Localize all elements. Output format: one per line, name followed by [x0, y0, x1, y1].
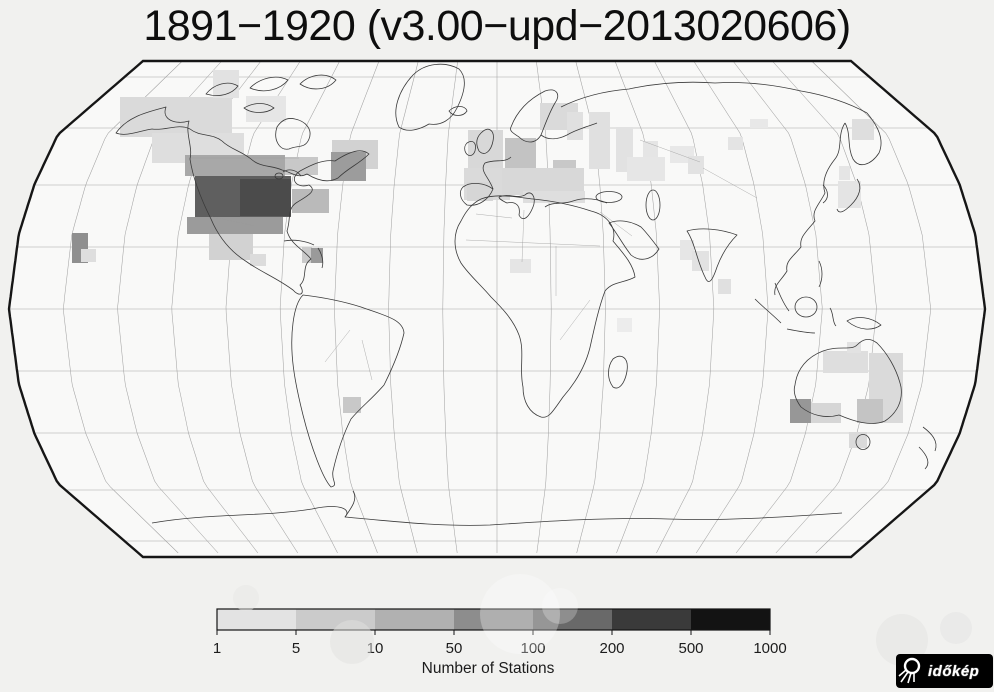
grid-cell — [468, 130, 503, 170]
grid-cell — [680, 240, 694, 260]
grid-cell — [790, 399, 811, 423]
colorbar-frame — [216, 608, 771, 631]
grid-cell — [187, 217, 283, 234]
grid-cell — [839, 166, 850, 180]
grid-cell — [567, 112, 583, 140]
grid-cell — [849, 432, 867, 448]
colorbar-segment — [533, 609, 613, 630]
grid-cell — [185, 155, 285, 176]
colorbar-segment — [454, 609, 534, 630]
grid-cell — [692, 251, 709, 271]
grid-cell — [240, 179, 291, 216]
grid-cell — [728, 137, 743, 150]
watermark-ghosts — [233, 574, 972, 666]
grid-cell — [857, 399, 883, 423]
grid-cell — [750, 119, 768, 128]
grid-cell — [838, 181, 861, 208]
grid-cell — [467, 182, 493, 201]
grid-cell — [823, 351, 868, 373]
grid-cell — [343, 397, 361, 413]
idokep-watermark-label: időkép — [928, 662, 980, 680]
country-borders — [191, 139, 758, 381]
grid-cell — [120, 97, 232, 137]
grid-cell — [311, 248, 323, 263]
colorbar-caption: Number of Stations — [422, 660, 555, 677]
grid-cell — [523, 191, 585, 203]
grid-cell — [811, 403, 841, 423]
grid-cell — [285, 157, 318, 175]
grid-cell — [589, 112, 610, 169]
colorbar-tick-label: 100 — [520, 640, 545, 657]
grid-cell — [209, 234, 253, 260]
grid-cell — [847, 342, 861, 353]
colorbar-tick-label: 5 — [292, 640, 300, 657]
grid-cell — [250, 254, 266, 266]
idokep-sun-icon — [898, 657, 921, 684]
figure-title: 1891−1920 (v3.00−upd−2013020606) — [143, 2, 851, 50]
colorbar-tick-label: 1000 — [753, 640, 786, 657]
coastlines — [115, 63, 937, 526]
grid-cell — [510, 259, 531, 273]
grid-cell — [688, 156, 704, 174]
grid-cell — [718, 279, 731, 294]
colorbar-tick-label: 500 — [678, 640, 703, 657]
graticule — [9, 60, 985, 554]
colorbar-tick-label: 50 — [446, 640, 463, 657]
grid-cell — [852, 119, 874, 140]
idokep-watermark[interactable]: időkép — [896, 654, 993, 688]
grid-cell — [627, 157, 665, 181]
colorbar-segment — [612, 609, 692, 630]
colorbar-tick-label: 1 — [213, 640, 221, 657]
colorbar-tick-label: 200 — [599, 640, 624, 657]
grid-cell — [505, 138, 536, 169]
grid-cell — [502, 168, 584, 195]
grid-cell — [617, 318, 632, 332]
colorbar-segment — [375, 609, 455, 630]
grid-cell — [246, 96, 286, 122]
map-outline — [7, 59, 987, 559]
station-count-cells — [72, 70, 903, 448]
colorbar-segment — [691, 609, 771, 630]
colorbar-segment — [217, 609, 297, 630]
grid-cell — [81, 249, 96, 262]
grid-cell — [331, 152, 366, 181]
